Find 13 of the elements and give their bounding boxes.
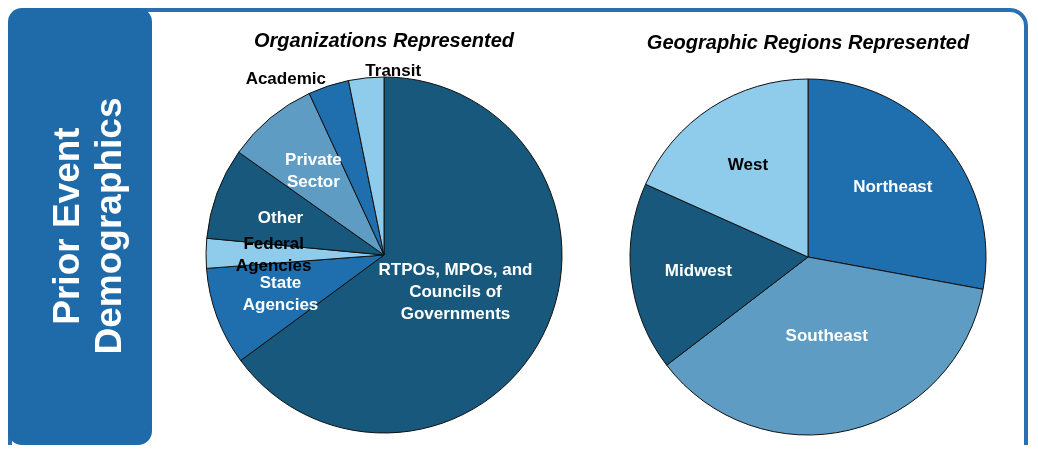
- chart-title: Geographic Regions Represented: [646, 31, 970, 53]
- slice-label: Midwest: [664, 260, 733, 280]
- slice-label: West: [727, 155, 769, 175]
- chart-title: Organizations Represented: [253, 29, 515, 51]
- slice-label: Transit: [365, 60, 422, 80]
- slice-label: RTPOs, MPOs, and Councils of Governments: [378, 260, 533, 324]
- slice-label: Private Sector: [285, 150, 342, 192]
- slice-label: Other: [257, 207, 304, 227]
- slice-label: Northeast: [853, 177, 933, 197]
- text: Prior Event Demographics: [46, 97, 129, 355]
- slice-label: State Agencies: [242, 273, 319, 315]
- slice-label: Southeast: [785, 325, 869, 345]
- slice-label: Academic: [245, 69, 326, 89]
